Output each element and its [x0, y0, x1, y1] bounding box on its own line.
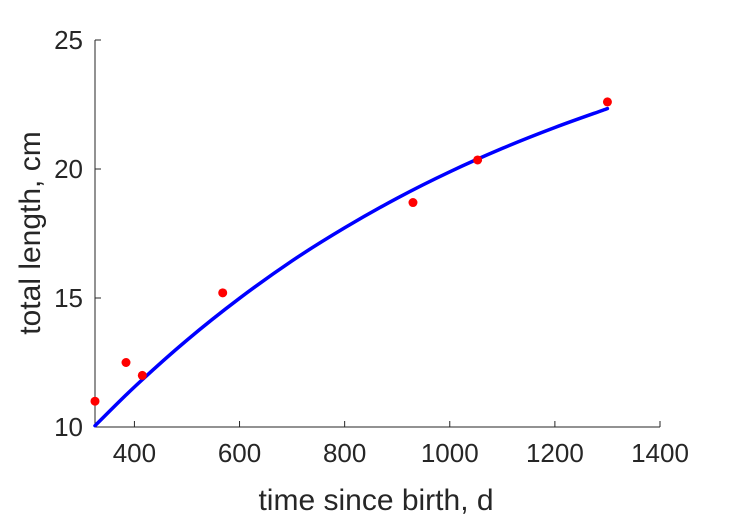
- data-point: [121, 358, 131, 367]
- data-point: [137, 370, 147, 380]
- x-tick-label: 800: [323, 438, 366, 468]
- x-tick-label: 1000: [421, 438, 479, 468]
- data-point: [408, 198, 418, 208]
- data-point: [602, 97, 612, 107]
- series: [90, 97, 612, 428]
- y-tick-label: 15: [54, 283, 83, 313]
- x-tick-label: 400: [113, 438, 156, 468]
- axes: [94, 40, 660, 428]
- fit-curve: [93, 106, 610, 428]
- y-tick-label: 25: [54, 25, 83, 55]
- data-point: [90, 396, 100, 406]
- x-tick-label: 1400: [631, 438, 689, 468]
- x-axis-label: time since birth, d: [258, 484, 493, 517]
- data-point: [218, 288, 228, 298]
- x-tick-label: 600: [218, 438, 261, 468]
- x-tick-label: 1200: [526, 438, 584, 468]
- y-axis-label: total length, cm: [14, 131, 47, 334]
- ticks: 400 600 800 1000 1200 1400 10 15 20 25: [54, 25, 689, 468]
- y-tick-label: 10: [54, 412, 83, 442]
- y-tick-label: 20: [54, 154, 83, 184]
- data-point: [473, 155, 483, 165]
